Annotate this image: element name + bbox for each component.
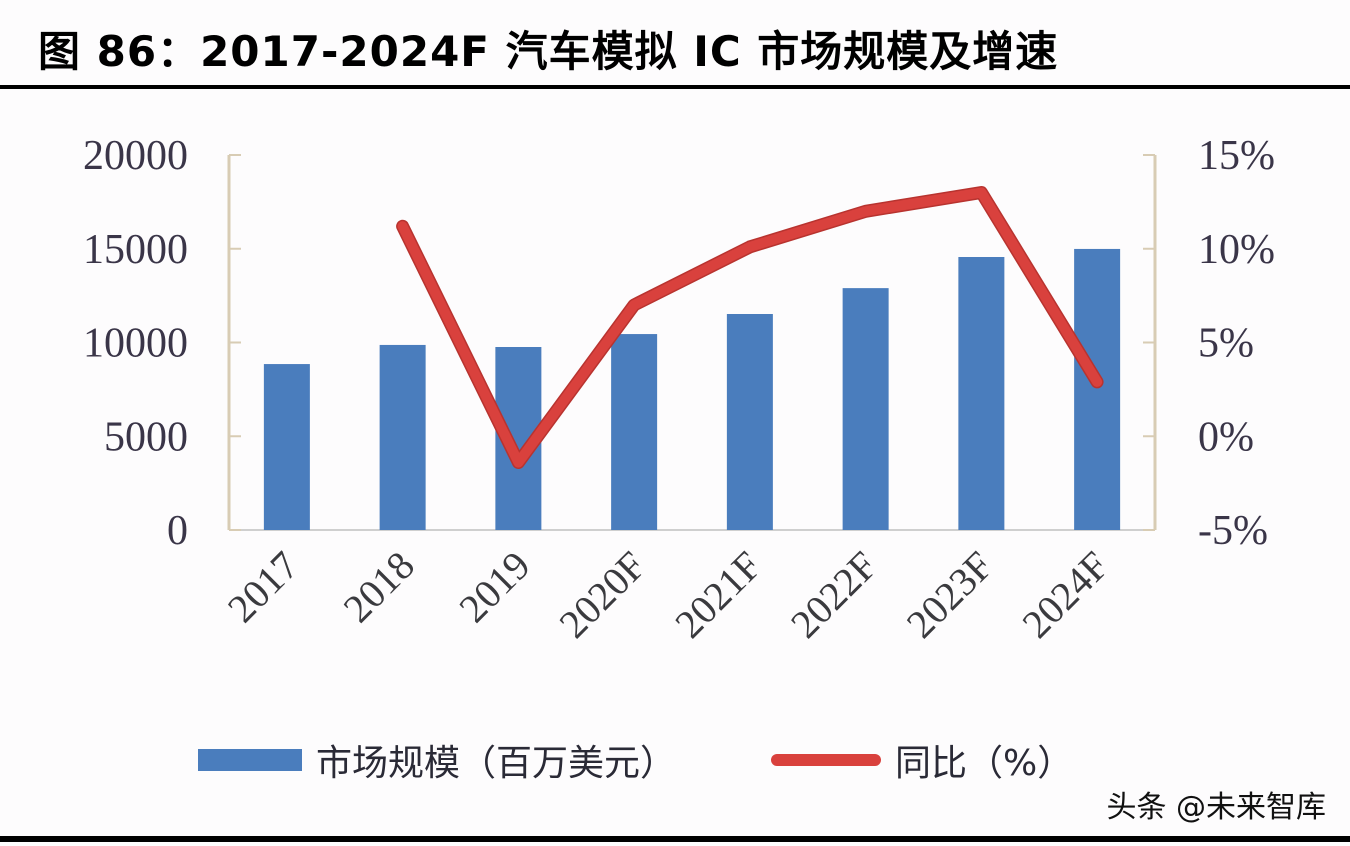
- right-tick-label: 0%: [1198, 414, 1254, 460]
- bar: [611, 334, 658, 530]
- legend-label-yoy: 同比（%）: [895, 743, 1074, 784]
- bar-series: [263, 248, 1121, 530]
- right-tick-label: 5%: [1198, 321, 1254, 367]
- x-tick-label: 2024F: [1013, 543, 1117, 647]
- left-tick-label: 0: [167, 508, 188, 554]
- bar-swatch-icon: [198, 749, 302, 771]
- bar: [842, 288, 889, 530]
- yoy-line: [397, 187, 1103, 468]
- left-tick-label: 15000: [83, 227, 188, 273]
- x-tick-label: 2018: [335, 543, 423, 631]
- x-tick-label: 2022F: [782, 543, 886, 647]
- right-tick-label: 10%: [1198, 227, 1275, 273]
- axes: [227, 154, 1157, 531]
- bar: [379, 344, 426, 530]
- right-tick-label: 15%: [1198, 133, 1275, 179]
- line-swatch-icon: [771, 754, 882, 766]
- x-axis-ticks: 2017 2018 2019 2020F 2021F 2022F 2023F 2024F: [219, 543, 1118, 647]
- bar: [958, 257, 1005, 530]
- figure-title: 图 86：2017-2024F 汽车模拟 IC 市场规模及增速: [38, 27, 1059, 76]
- bar: [263, 364, 310, 530]
- legend: 市场规模（百万美元） 同比（%）: [198, 730, 1168, 790]
- legend-item-yoy: 同比（%）: [771, 734, 1073, 786]
- right-tick-label: -5%: [1198, 508, 1268, 554]
- x-tick-label: 2020F: [550, 543, 654, 647]
- left-tick-label: 10000: [83, 321, 188, 367]
- bar: [726, 314, 773, 530]
- top-rule: [0, 85, 1350, 89]
- bar: [1074, 248, 1121, 530]
- x-tick-label: 2017: [219, 543, 307, 631]
- line-series: [396, 186, 1104, 469]
- x-tick-label: 2019: [450, 543, 538, 631]
- watermark: 头条 @未来智库: [1106, 790, 1326, 825]
- left-y-axis-ticks: 0 5000 10000 15000 20000: [83, 133, 188, 554]
- x-tick-label: 2021F: [666, 543, 770, 647]
- left-tick-label: 5000: [104, 414, 188, 460]
- right-y-axis-ticks: -5% 0% 5% 10% 15%: [1198, 133, 1275, 554]
- legend-label-market-size: 市场规模（百万美元）: [316, 743, 677, 784]
- legend-item-market-size: 市场规模（百万美元）: [198, 734, 676, 786]
- x-tick-label: 2023F: [898, 543, 1002, 647]
- bottom-rule: [0, 836, 1350, 842]
- left-tick-label: 20000: [83, 133, 188, 179]
